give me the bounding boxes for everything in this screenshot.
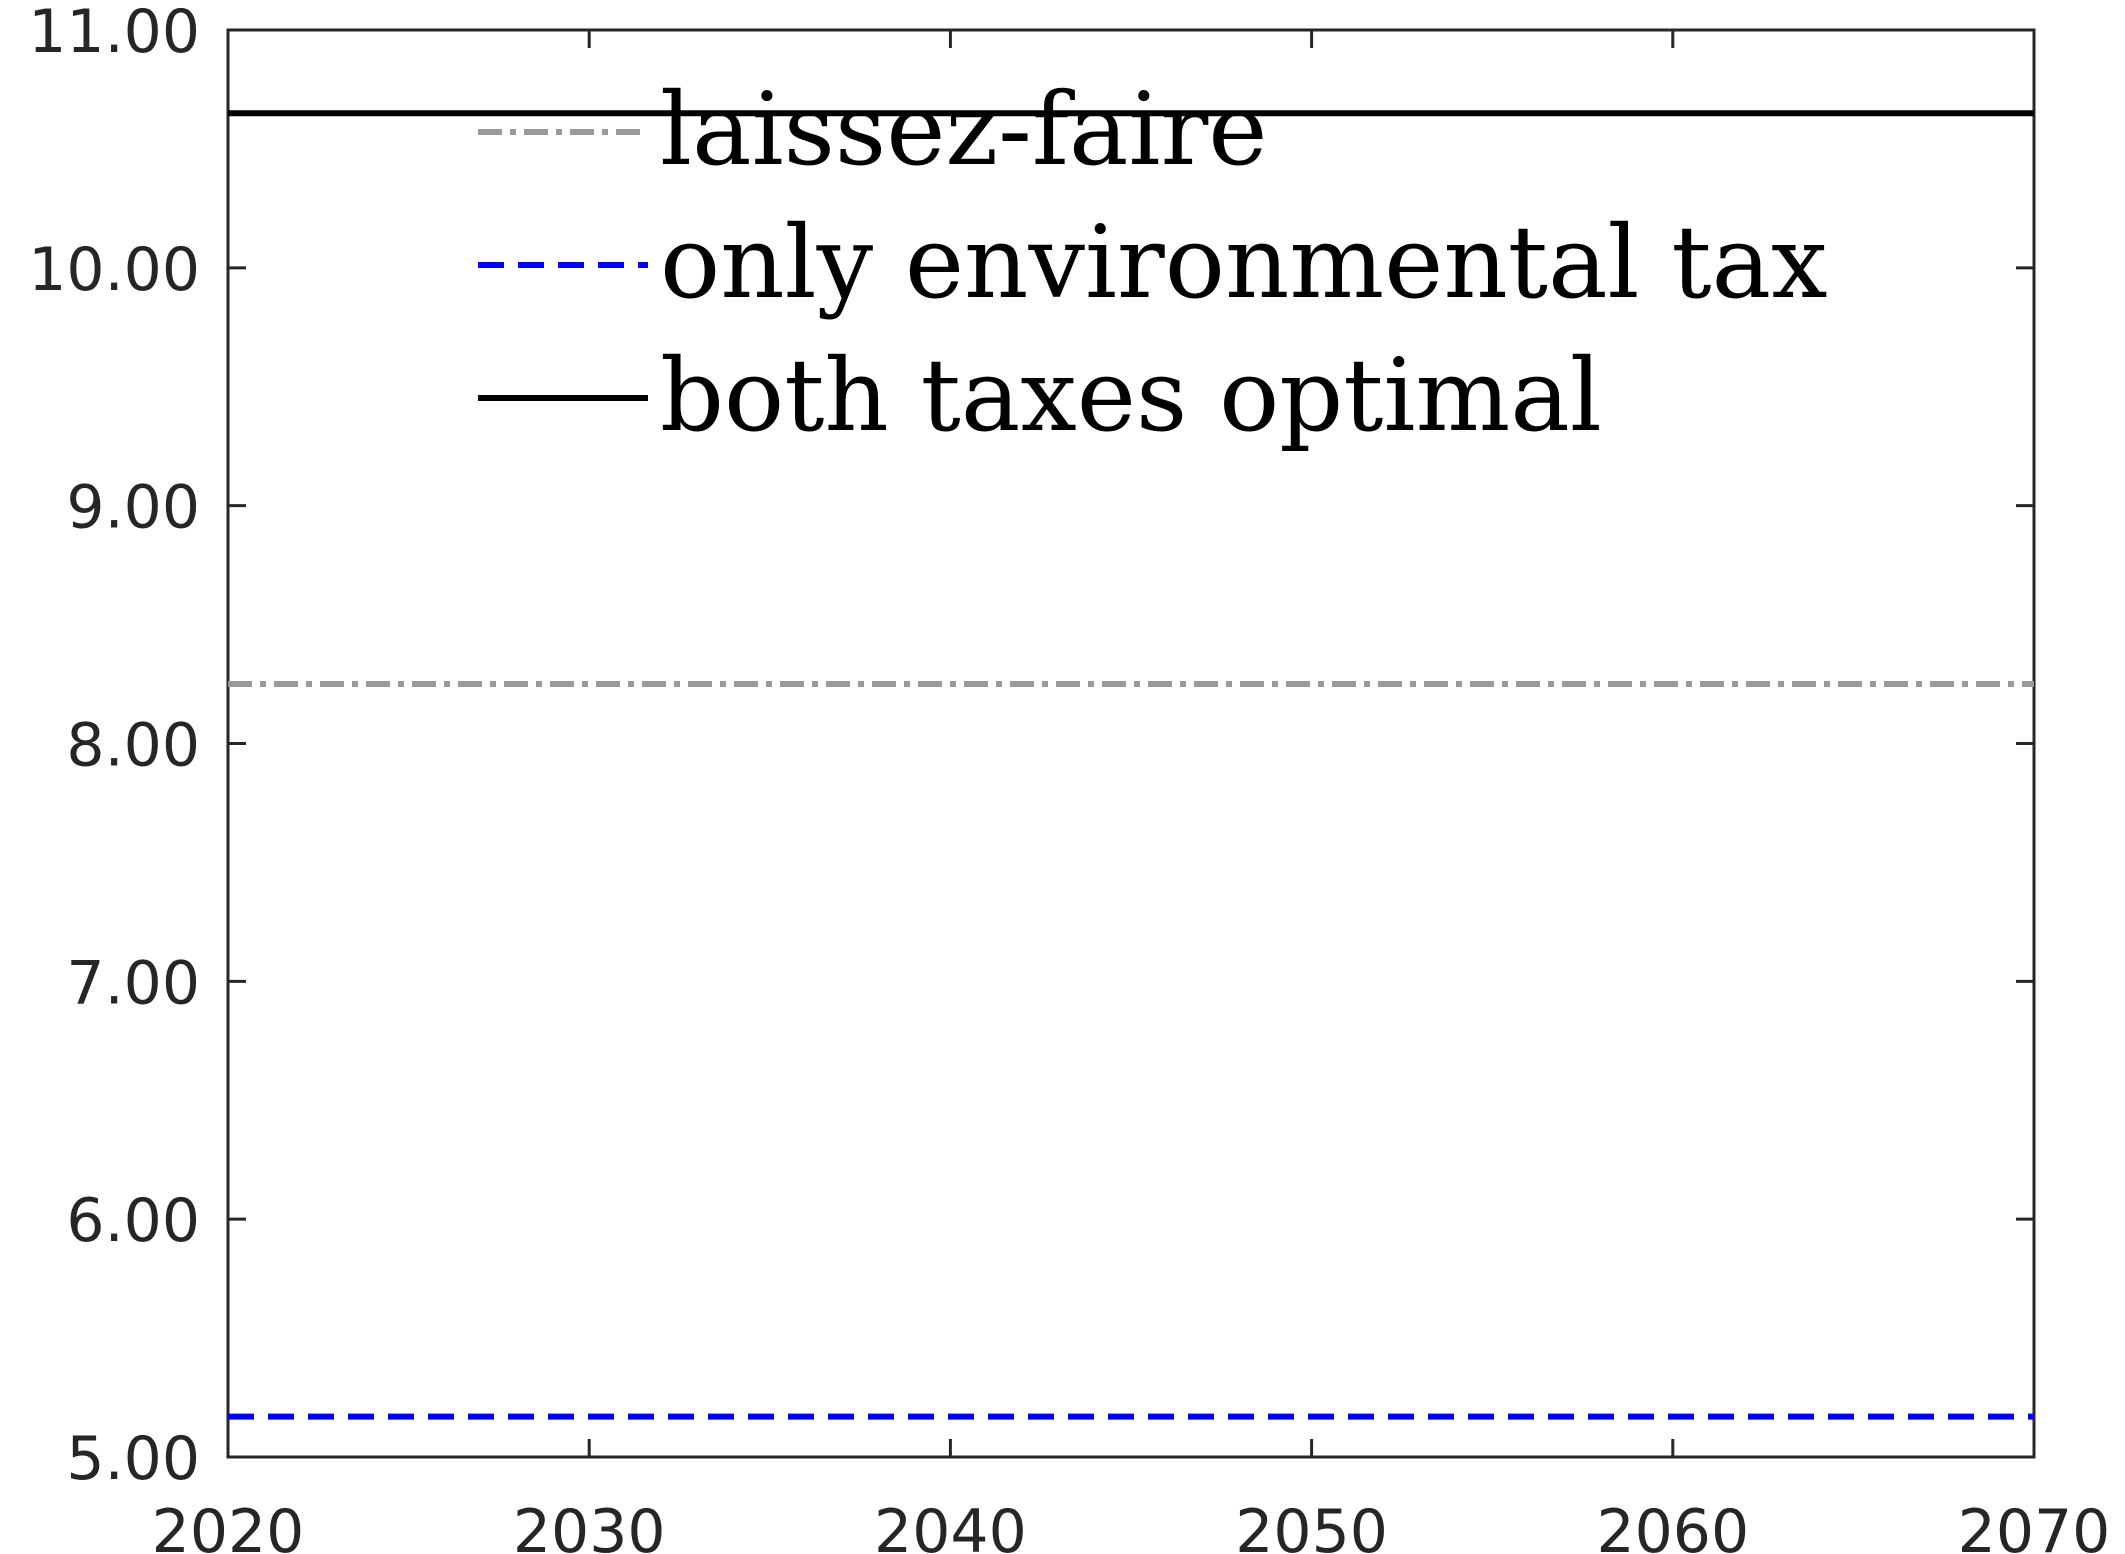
y-tick-label: 9.00 — [66, 473, 200, 543]
series-lines — [228, 110, 2034, 1420]
y-tick-label: 8.00 — [66, 711, 200, 781]
x-tick-label: 2050 — [1235, 1497, 1388, 1554]
legend: laissez-faire only environmental tax both … — [478, 71, 1828, 454]
axis-ticks: 2020 2030 2040 2050 2060 2070 5.00 6.00 7.00 8.00… — [28, 0, 2110, 1554]
legend-label-2: both taxes optimal — [660, 337, 1602, 454]
y-tick-label: 5.00 — [66, 1424, 200, 1494]
y-tick-label: 7.00 — [66, 948, 200, 1018]
y-tick-label: 11.00 — [28, 0, 200, 67]
x-tick-label: 2020 — [152, 1497, 305, 1554]
x-tick-label: 2040 — [874, 1497, 1027, 1554]
x-tick-label: 2030 — [513, 1497, 666, 1554]
x-tick-label: 2070 — [1958, 1497, 2111, 1554]
legend-label-0: laissez-faire — [660, 71, 1267, 188]
legend-label-1: only environmental tax — [660, 204, 1828, 321]
y-tick-label: 6.00 — [66, 1186, 200, 1256]
x-tick-label: 2060 — [1596, 1497, 1749, 1554]
y-tick-label: 10.00 — [28, 235, 200, 305]
